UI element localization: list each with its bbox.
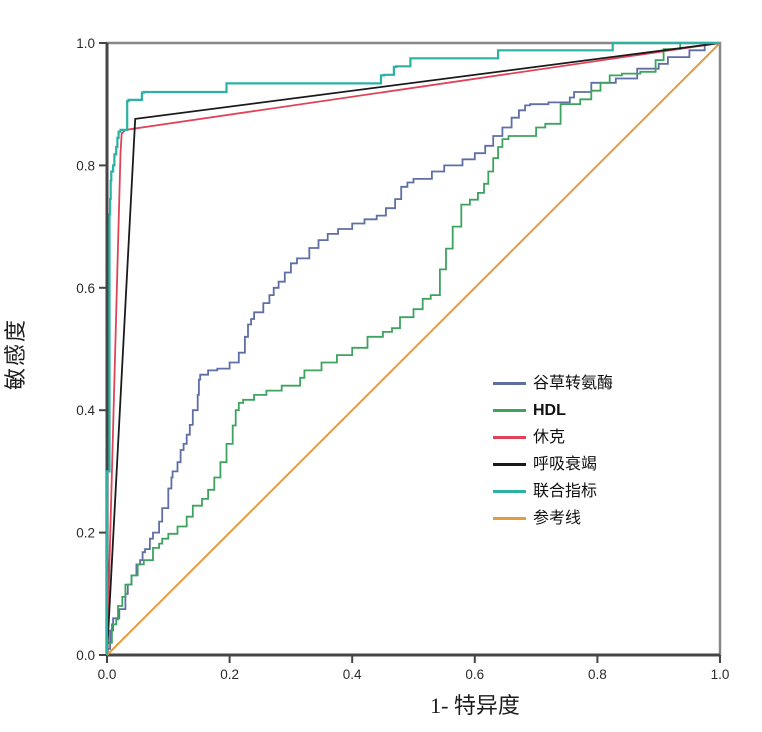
x-tick-label: 0.6	[465, 667, 484, 682]
legend-label-ast: 谷草转氨酶	[533, 375, 614, 392]
y-axis-title: 敏感度	[3, 318, 28, 391]
legend-swatch-combined	[493, 490, 526, 493]
x-tick-label: 0.0	[98, 667, 117, 682]
legend-swatch-shock	[493, 436, 526, 439]
legend: 谷草转氨酶 HDL 休克 呼吸衰竭 联合指标 参考线	[493, 370, 613, 532]
curve-hdl	[106, 42, 720, 655]
legend-label-resp-failure: 呼吸衰竭	[533, 456, 598, 473]
x-tick-label: 0.2	[220, 667, 239, 682]
legend-label-hdl: HDL	[533, 402, 566, 419]
y-tick-label: 1.0	[76, 36, 95, 51]
legend-swatch-reference	[493, 517, 526, 520]
x-tick-label: 0.4	[343, 667, 362, 682]
y-tick-label: 0.0	[76, 648, 95, 663]
legend-item-hdl: HDL	[493, 397, 613, 424]
curve-ast	[106, 42, 720, 655]
legend-swatch-resp-failure	[493, 463, 526, 466]
y-tick-label: 0.4	[76, 403, 95, 418]
x-axis-title: 1- 特异度	[430, 693, 520, 718]
legend-item-reference: 参考线	[493, 505, 613, 532]
y-tick-label: 0.6	[76, 281, 95, 296]
legend-label-shock: 休克	[533, 429, 566, 446]
curve-shock	[106, 42, 721, 656]
legend-label-combined: 联合指标	[533, 483, 598, 500]
curve-resp-failure	[106, 42, 721, 656]
curve-combined	[105, 41, 720, 655]
y-tick-label: 0.2	[76, 526, 95, 541]
legend-item-combined: 联合指标	[493, 478, 613, 505]
x-tick-label: 0.8	[588, 667, 607, 682]
legend-swatch-ast	[493, 382, 526, 385]
legend-label-reference: 参考线	[533, 510, 582, 527]
y-tick-label: 0.8	[76, 158, 95, 173]
legend-swatch-hdl	[493, 409, 526, 412]
legend-item-resp-failure: 呼吸衰竭	[493, 451, 613, 478]
x-tick-label: 1.0	[711, 667, 730, 682]
legend-item-shock: 休克	[493, 424, 613, 451]
legend-item-ast: 谷草转氨酶	[493, 370, 613, 397]
curve-reference	[106, 42, 721, 656]
